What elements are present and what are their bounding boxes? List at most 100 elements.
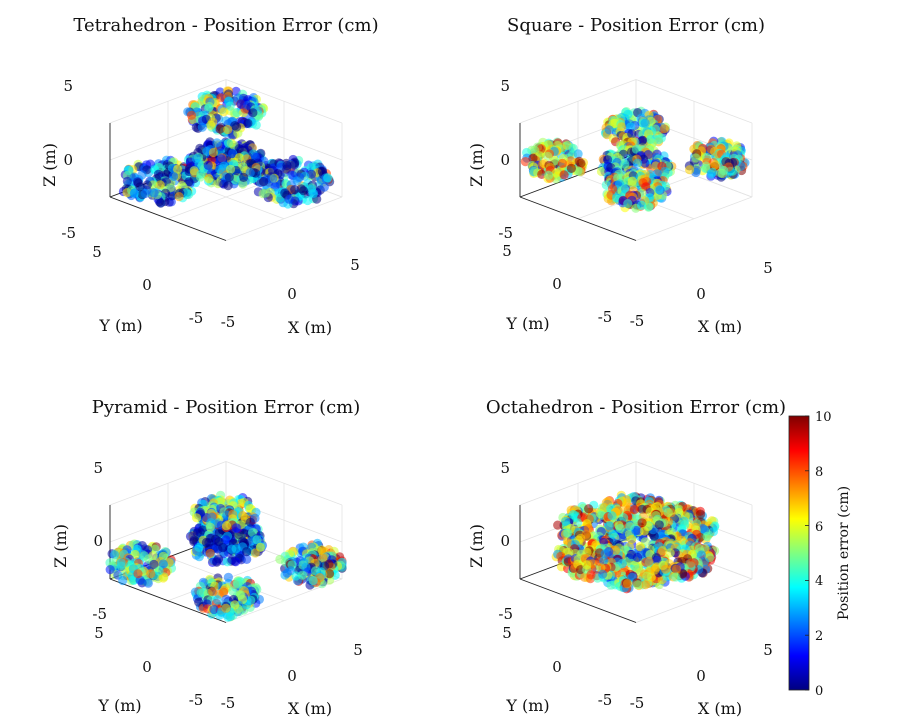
- y-tick-0: 0: [142, 276, 152, 294]
- scatter-point: [559, 170, 569, 180]
- scatter-point: [600, 549, 610, 559]
- scatter-point: [143, 578, 153, 588]
- scatter-point: [566, 163, 577, 173]
- scatter-point: [221, 535, 231, 545]
- scatter-point: [607, 511, 617, 521]
- subplot-title: Square - Position Error (cm): [507, 15, 765, 36]
- grid-line: [635, 196, 753, 241]
- scatter-point: [197, 122, 207, 132]
- scatter-point: [318, 553, 328, 563]
- y-axis-label: Y (m): [505, 696, 549, 715]
- z-tick-neg5: -5: [61, 224, 76, 242]
- colorbar-tick-0: 0: [815, 684, 823, 699]
- colorbar-ticks: [805, 415, 809, 691]
- scatter-point: [671, 564, 682, 574]
- scatter-point: [268, 174, 278, 184]
- scatter-point: [260, 188, 270, 198]
- scatter-point: [642, 571, 652, 581]
- y-tick-5: 5: [92, 243, 102, 261]
- scatter-point: [174, 192, 184, 202]
- axis-line: [109, 578, 227, 623]
- y-axis-label: Y (m): [505, 314, 549, 333]
- scatter-point: [194, 552, 204, 562]
- axis-line: [109, 196, 227, 241]
- x-tick-5: 5: [763, 641, 773, 659]
- scatter-point: [606, 580, 616, 590]
- scatter-point: [691, 153, 701, 163]
- scatter-point: [215, 124, 225, 134]
- scatter-point: [236, 498, 246, 508]
- scatter-point: [604, 521, 615, 531]
- grid-line: [519, 79, 637, 124]
- scatter-points: [118, 86, 335, 209]
- scatter-point: [289, 160, 299, 170]
- y-tick-5: 5: [502, 624, 512, 642]
- scatter-point: [617, 122, 627, 132]
- scatter-point: [186, 110, 197, 120]
- scatter-point: [233, 579, 243, 589]
- scatter-point: [206, 120, 216, 130]
- scatter-point: [553, 520, 563, 530]
- z-axis-label: Z (m): [467, 524, 486, 568]
- scatter-point: [209, 604, 219, 615]
- scatter-point: [215, 164, 225, 175]
- scatter-point: [248, 108, 258, 118]
- scatter-point: [129, 575, 139, 585]
- scatter-point: [156, 198, 166, 208]
- scatter-point: [129, 188, 139, 198]
- scatter-point: [640, 118, 650, 128]
- scatter-point: [225, 164, 236, 174]
- scatter-point: [625, 521, 635, 531]
- y-tick-neg5: -5: [189, 309, 204, 327]
- scatter-point: [105, 565, 115, 575]
- scatter-point: [573, 149, 583, 159]
- colorbar-tick-6: 6: [815, 520, 823, 535]
- grid-line: [225, 79, 343, 124]
- scatter-point: [203, 103, 213, 113]
- scatter-point: [665, 548, 675, 558]
- grid-line: [635, 79, 753, 124]
- z-tick-5: 5: [63, 77, 73, 95]
- scatter-point: [650, 565, 660, 575]
- scatter-point: [284, 194, 294, 204]
- z-tick-neg5: -5: [498, 605, 513, 623]
- colorbar-tick-4: 4: [815, 574, 823, 589]
- scatter-point: [629, 505, 640, 515]
- grid-line: [225, 196, 343, 241]
- x-tick-5: 5: [763, 259, 773, 277]
- scatter-point: [239, 172, 249, 182]
- scatter-point: [544, 170, 554, 180]
- grid-line: [109, 79, 227, 124]
- scatter-point: [297, 570, 307, 580]
- x-tick-neg5: -5: [630, 694, 645, 712]
- scatter-point: [221, 603, 231, 613]
- subplot-title: Tetrahedron - Position Error (cm): [73, 15, 378, 36]
- scatter-point: [637, 200, 647, 210]
- scatter-point: [637, 135, 648, 145]
- z-tick-neg5: -5: [92, 605, 107, 623]
- scatter-point: [637, 518, 647, 528]
- colorbar-gradient: [788, 415, 810, 691]
- scatter-point: [584, 504, 594, 514]
- scatter-point: [290, 185, 300, 195]
- x-axis-label: X (m): [698, 317, 742, 336]
- scatter-point: [654, 520, 664, 530]
- scatter-point: [243, 118, 253, 128]
- scatter-point: [205, 522, 215, 532]
- scatter-point: [633, 580, 643, 590]
- scatter-point: [238, 162, 248, 172]
- scatter-point: [708, 527, 719, 537]
- grid-line: [109, 461, 227, 506]
- scatter-point: [196, 588, 206, 598]
- z-tick-0: 0: [500, 532, 510, 550]
- scatter-point: [603, 155, 613, 165]
- scatter-point: [528, 153, 538, 163]
- scatter-point: [608, 529, 618, 539]
- colorbar: 10 8 6 4 2 0 Position error (cm): [788, 410, 852, 699]
- scatter-point: [633, 158, 643, 168]
- scatter-point: [204, 174, 214, 184]
- scatter-point: [660, 564, 671, 574]
- y-axis-label: Y (m): [98, 316, 142, 335]
- scatter-point: [212, 556, 222, 566]
